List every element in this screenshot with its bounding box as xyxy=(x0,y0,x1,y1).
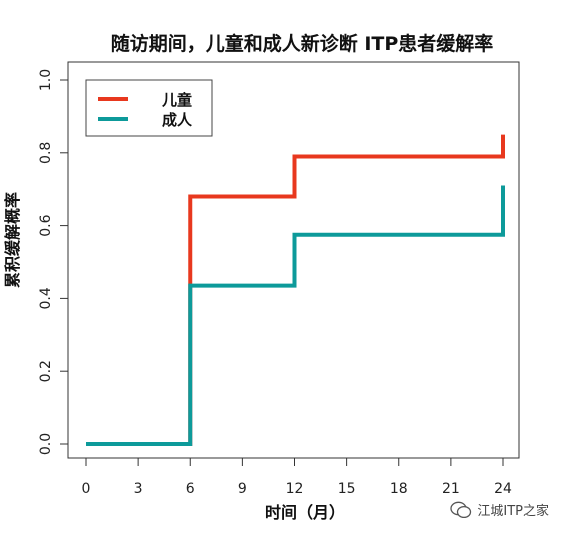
x-tick-label: 0 xyxy=(82,481,91,497)
y-tick-label: 0.2 xyxy=(38,360,54,382)
x-tick-label: 24 xyxy=(494,481,512,497)
series-line-children xyxy=(86,134,505,446)
y-axis-label: 累积缓解概率 xyxy=(3,192,22,288)
x-axis: 0 3 6 9 12 15 18 21 24 xyxy=(82,458,512,497)
x-tick-label: 3 xyxy=(134,481,143,497)
legend-box xyxy=(85,79,213,137)
y-tick-label: 1.0 xyxy=(38,69,54,91)
x-axis-label: 时间（月） xyxy=(265,503,345,522)
legend-label: 成人 xyxy=(162,111,193,129)
plot-frame xyxy=(67,61,520,459)
legend-label: 儿童 xyxy=(161,91,192,109)
x-tick-label: 21 xyxy=(442,481,460,497)
y-axis: 0.0 0.2 0.4 0.6 0.8 1.0 xyxy=(38,69,68,455)
x-tick-label: 15 xyxy=(338,481,356,497)
series-lines xyxy=(86,134,505,446)
watermark: 江城ITP之家 xyxy=(450,500,549,519)
y-tick-label: 0.0 xyxy=(38,433,54,455)
x-tick-label: 6 xyxy=(186,481,195,497)
y-tick-label: 0.8 xyxy=(38,142,54,164)
y-tick-label: 0.4 xyxy=(38,287,54,309)
series-line-adults xyxy=(86,185,505,446)
chart-title: 随访期间，儿童和成人新诊断 ITP患者缓解率 xyxy=(111,32,494,55)
wechat-icon xyxy=(450,501,472,518)
x-tick-label: 9 xyxy=(238,481,247,497)
watermark-text: 江城ITP之家 xyxy=(477,504,549,519)
x-tick-label: 18 xyxy=(390,481,408,497)
x-tick-label: 12 xyxy=(286,481,304,497)
y-tick-label: 0.6 xyxy=(38,214,54,236)
